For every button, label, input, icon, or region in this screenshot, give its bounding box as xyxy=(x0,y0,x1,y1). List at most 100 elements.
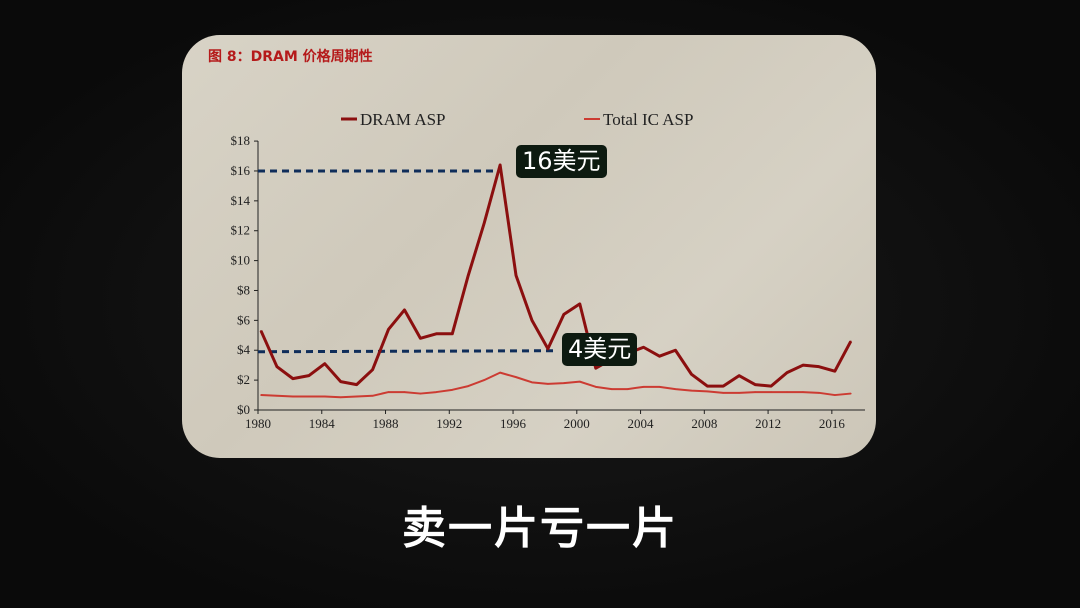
x-tick-label: 2000 xyxy=(564,416,590,431)
data-point xyxy=(802,364,804,366)
x-tick-label: 2004 xyxy=(628,416,655,431)
data-point xyxy=(690,389,693,392)
data-point xyxy=(435,333,438,335)
y-tick-label: $4 xyxy=(237,342,251,357)
x-tick-label: 1996 xyxy=(500,416,527,431)
data-point xyxy=(594,367,597,369)
data-point xyxy=(579,380,581,383)
data-point xyxy=(802,391,804,393)
data-point xyxy=(658,355,661,358)
data-point xyxy=(786,371,788,374)
data-point xyxy=(531,319,533,322)
data-point xyxy=(674,388,677,390)
x-tick-label: 1988 xyxy=(373,416,399,431)
data-point xyxy=(563,382,565,384)
data-point xyxy=(754,391,756,393)
data-point xyxy=(260,394,262,396)
data-point xyxy=(292,377,294,380)
data-point xyxy=(515,274,517,277)
data-point xyxy=(786,391,788,393)
data-point xyxy=(276,365,278,368)
data-point xyxy=(276,395,278,397)
data-point xyxy=(642,386,645,388)
data-point xyxy=(323,362,326,365)
data-point xyxy=(770,385,772,387)
data-point xyxy=(451,333,454,335)
data-point xyxy=(403,309,406,311)
data-point xyxy=(706,385,709,387)
data-point xyxy=(515,376,517,378)
data-point xyxy=(387,391,390,393)
data-point xyxy=(626,388,629,390)
x-tick-label: 2016 xyxy=(819,416,846,431)
data-point xyxy=(834,394,836,396)
y-tick-label: $0 xyxy=(237,402,250,417)
data-point xyxy=(355,383,358,386)
series-line-total-ic-asp xyxy=(260,371,851,399)
data-point xyxy=(738,392,740,394)
y-tick-label: $14 xyxy=(231,193,251,208)
data-point xyxy=(308,395,310,398)
data-point xyxy=(849,340,852,343)
data-point xyxy=(355,395,358,398)
annotation-high-label: 16美元 xyxy=(516,145,607,178)
data-point xyxy=(674,349,677,352)
data-point xyxy=(579,303,581,305)
data-point xyxy=(690,373,693,375)
data-point xyxy=(770,391,772,393)
data-point xyxy=(260,330,262,332)
data-point xyxy=(467,274,470,277)
data-point xyxy=(387,328,390,331)
data-point xyxy=(818,392,820,394)
data-point xyxy=(722,385,725,387)
data-point xyxy=(419,337,422,340)
data-point xyxy=(499,371,501,374)
y-tick-label: $18 xyxy=(231,133,251,148)
data-point xyxy=(339,396,342,399)
data-point xyxy=(658,386,661,388)
x-tick-label: 2012 xyxy=(755,416,781,431)
data-point xyxy=(371,395,374,397)
data-point xyxy=(499,164,501,166)
data-point xyxy=(547,347,549,350)
data-point xyxy=(754,383,756,386)
chart-paper xyxy=(182,35,876,458)
data-point xyxy=(834,370,836,372)
data-point xyxy=(292,395,294,398)
data-point xyxy=(610,388,613,390)
data-point xyxy=(483,222,485,225)
y-tick-label: $6 xyxy=(237,312,251,327)
figure-title: 图 8：DRAM 价格周期性 xyxy=(208,49,373,65)
data-point xyxy=(435,391,438,393)
annotation-low-label: 4美元 xyxy=(562,333,638,366)
data-point xyxy=(531,381,533,384)
series-line-dram-asp xyxy=(259,163,853,388)
data-point xyxy=(371,368,374,371)
data-point xyxy=(308,374,310,377)
x-tick-label: 1984 xyxy=(309,416,336,431)
data-point xyxy=(483,379,485,381)
y-tick-label: $10 xyxy=(231,253,251,268)
legend-label: DRAM ASP xyxy=(360,110,446,129)
data-point xyxy=(706,390,709,393)
data-point xyxy=(547,383,549,385)
annotation-low-line xyxy=(257,349,556,354)
y-tick-label: $8 xyxy=(237,282,250,297)
data-point xyxy=(563,313,565,316)
data-point xyxy=(451,389,454,391)
data-point xyxy=(323,395,326,398)
x-tick-label: 1992 xyxy=(436,416,462,431)
data-point xyxy=(467,385,470,387)
y-tick-label: $12 xyxy=(231,223,251,238)
data-point xyxy=(419,392,422,395)
y-tick-label: $16 xyxy=(231,163,251,178)
data-point xyxy=(403,391,406,393)
x-tick-label: 1980 xyxy=(245,416,271,431)
data-point xyxy=(339,380,342,383)
data-point xyxy=(722,392,725,394)
x-tick-label: 2008 xyxy=(691,416,717,431)
data-point xyxy=(642,346,645,349)
video-subtitle: 卖一片亏一片 xyxy=(402,503,678,554)
data-point xyxy=(738,374,740,377)
